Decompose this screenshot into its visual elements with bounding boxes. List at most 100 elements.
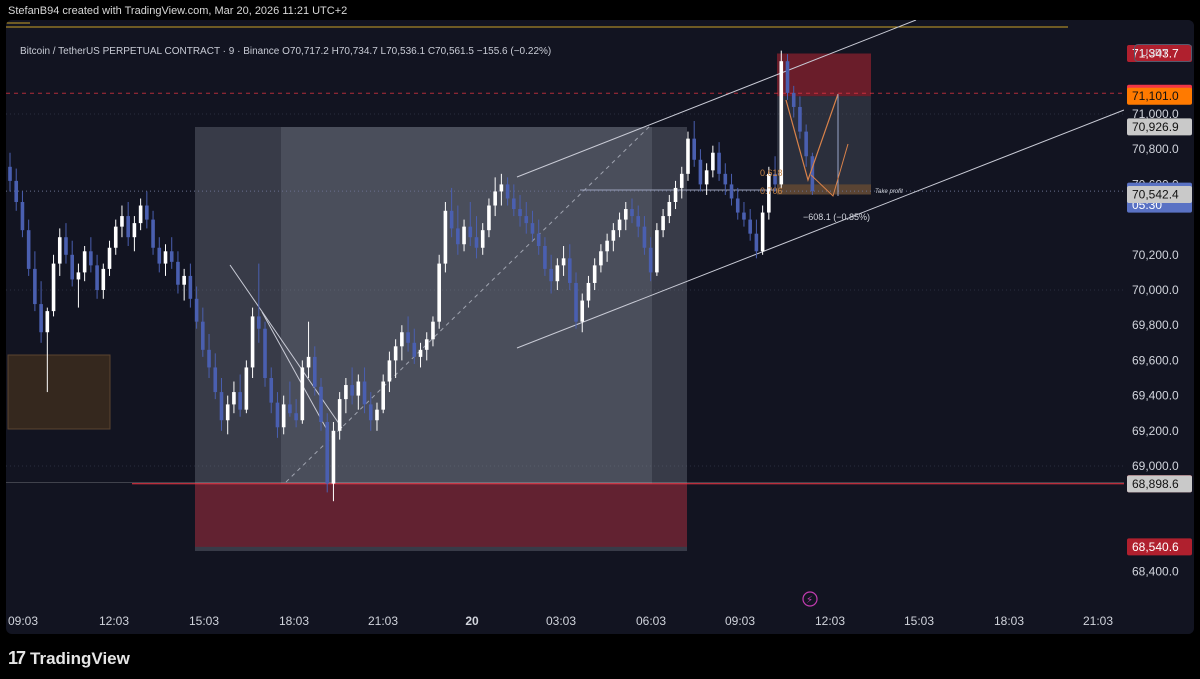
candle-body xyxy=(655,230,659,273)
candle-body xyxy=(39,304,43,333)
candle-body xyxy=(350,385,354,396)
candle-body xyxy=(686,138,690,174)
candle-body xyxy=(636,216,641,227)
candle-body xyxy=(14,180,19,202)
trendline-down xyxy=(229,264,343,429)
candle-body xyxy=(250,316,255,368)
price-label-bg xyxy=(1127,186,1192,204)
candle-body xyxy=(661,216,665,231)
time-tick-label: 21:03 xyxy=(1083,614,1113,628)
channel-lower-line xyxy=(516,109,1125,349)
price-tick-label: 69,400.0 xyxy=(1132,389,1179,403)
position-zone xyxy=(777,96,871,195)
price-label: 68,540.6 xyxy=(1132,540,1179,554)
candle-body xyxy=(337,399,342,431)
tradingview-logo-text: TradingView xyxy=(30,648,130,668)
candle-body xyxy=(742,212,746,220)
time-tick-label: 06:03 xyxy=(636,614,666,628)
candle-body xyxy=(275,402,280,428)
range-box-inner xyxy=(281,127,652,484)
candle-body xyxy=(456,228,460,245)
candle-body xyxy=(288,404,292,414)
candle-body xyxy=(499,184,504,192)
price-chart[interactable]: 0.618 0.706 Take profit −608.1 (−0.85%) ⚡ 70… xyxy=(6,20,1194,634)
time-tick-label: 20 xyxy=(465,614,479,628)
time-tick-label: 03:03 xyxy=(546,614,576,628)
fib-label: 0.618 xyxy=(760,168,783,178)
time-tick-label: 09:03 xyxy=(8,614,38,628)
candle-body xyxy=(704,170,709,185)
candle-body xyxy=(89,251,93,266)
candle-body xyxy=(51,263,56,312)
candle-body xyxy=(785,61,790,93)
candle-body xyxy=(400,332,404,347)
candle-body xyxy=(306,356,311,368)
candle-body xyxy=(120,216,124,227)
price-tick-label: 69,000.0 xyxy=(1132,459,1179,473)
price-label: 70,926.9 xyxy=(1132,120,1179,134)
dashed-diagonal xyxy=(285,123,653,483)
candle-body xyxy=(362,381,367,405)
candle-body xyxy=(194,298,199,322)
tradingview-logo[interactable]: 17 TradingView xyxy=(8,648,130,669)
candle-body xyxy=(611,230,616,241)
lightning-icon xyxy=(802,591,818,607)
candle-body xyxy=(381,381,385,410)
candle-body xyxy=(667,202,672,217)
candle-body xyxy=(406,332,410,343)
candle-body xyxy=(393,346,398,361)
candle-body xyxy=(760,212,765,252)
candle-body xyxy=(188,275,193,299)
candle-body xyxy=(356,381,361,396)
price-label-bg xyxy=(1127,87,1192,105)
candle-body xyxy=(599,251,603,266)
candle-body xyxy=(443,210,448,264)
candle-body xyxy=(213,367,218,393)
candle-body xyxy=(630,209,634,217)
candle-body xyxy=(101,268,106,290)
candle-body xyxy=(798,106,802,132)
candle-body xyxy=(300,367,305,421)
candle-body xyxy=(568,258,572,283)
projection-path-2 xyxy=(810,143,849,197)
ohlc-values: O70,717.2 H70,734.7 L70,536.1 C70,561.5 … xyxy=(282,46,552,57)
currency-selector[interactable]: USDT xyxy=(1134,44,1192,62)
candle-body xyxy=(207,349,211,368)
fib-label: 0.706 xyxy=(760,186,783,196)
price-label: 71,101.0 xyxy=(1132,89,1179,103)
candle-body xyxy=(20,202,25,231)
candle-body xyxy=(518,209,522,217)
candle-body xyxy=(449,210,454,229)
time-tick-label: 21:03 xyxy=(368,614,398,628)
candle-body xyxy=(536,233,541,246)
candle-body xyxy=(76,272,81,280)
candles-layer xyxy=(8,50,815,502)
price-tick-label: 69,200.0 xyxy=(1132,424,1179,438)
candle-body xyxy=(468,226,473,238)
candle-body xyxy=(176,261,180,285)
candle-body xyxy=(138,205,143,224)
take-profit-label: Take profit xyxy=(875,189,903,195)
price-label: 68,898.6 xyxy=(1132,477,1179,491)
candle-body xyxy=(679,173,684,188)
time-tick-label: 18:03 xyxy=(994,614,1024,628)
chart-panel[interactable]: 0.618 0.706 Take profit −608.1 (−0.85%) ⚡ 70… xyxy=(6,20,1194,634)
candle-body xyxy=(294,413,298,421)
candle-body xyxy=(8,166,12,181)
channel-upper-line xyxy=(516,20,917,178)
candle-body xyxy=(201,321,205,350)
price-label-bg xyxy=(1127,475,1192,493)
left-zone xyxy=(7,354,111,430)
candle-body xyxy=(543,246,547,269)
candle-body xyxy=(225,404,230,421)
price-label: 71,343.7 xyxy=(1132,47,1179,61)
projection-path xyxy=(785,93,839,183)
candle-body xyxy=(95,265,99,290)
candle-body xyxy=(773,173,777,185)
candle-body xyxy=(779,61,784,185)
stop-loss-zone xyxy=(777,53,871,97)
candle-body xyxy=(157,247,162,264)
time-tick-label: 18:03 xyxy=(279,614,309,628)
candle-body xyxy=(474,237,479,248)
